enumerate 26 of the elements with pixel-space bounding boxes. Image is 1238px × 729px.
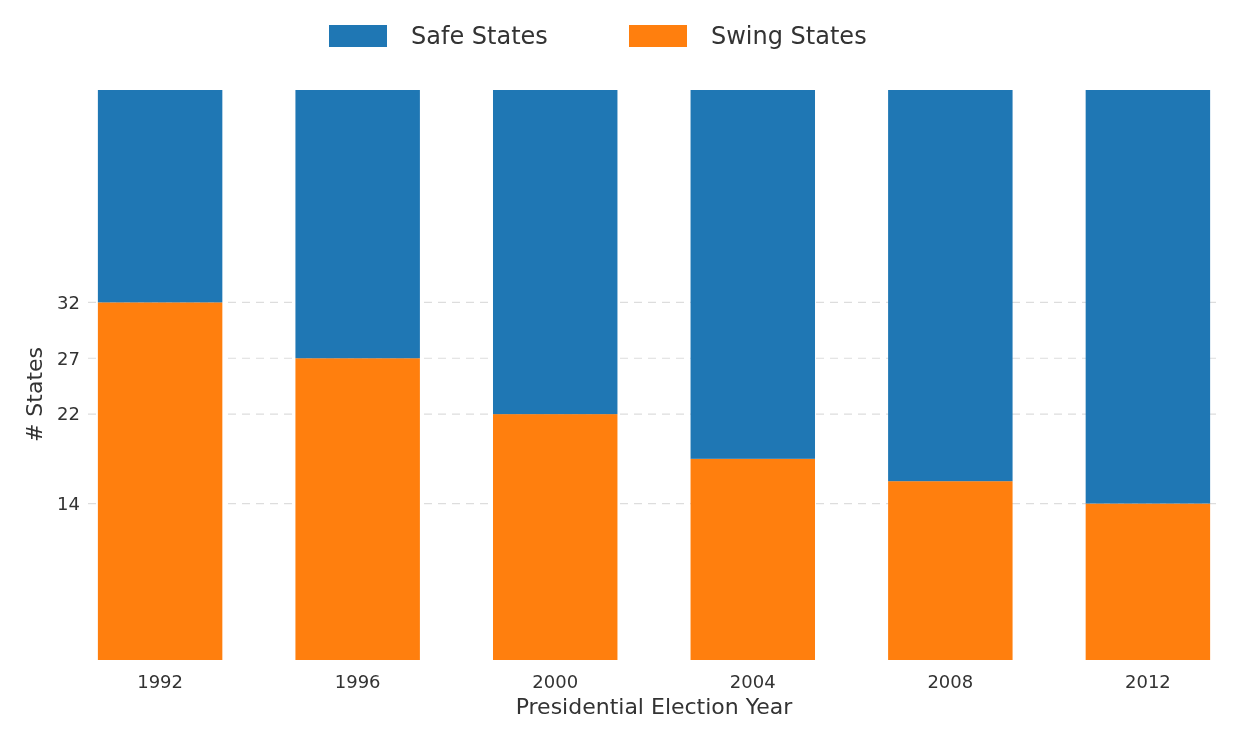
bar (690, 458, 816, 660)
x-tick-label: 2012 (1124, 671, 1171, 692)
bar (888, 481, 1013, 660)
y-tick-label: 14 (57, 492, 80, 514)
y-tick-label: 27 (57, 347, 80, 369)
legend-label: Safe States (411, 22, 548, 51)
x-axis-title: Presidential Election Year (515, 694, 794, 719)
y-tick-label: 32 (57, 291, 80, 313)
bar (888, 90, 1013, 482)
bar (492, 414, 618, 660)
x-tick-label: 2000 (532, 671, 579, 692)
x-tick-label: 2008 (927, 671, 974, 692)
y-tick-label: 22 (57, 403, 80, 425)
bar (690, 90, 816, 459)
x-tick-label: 1992 (137, 671, 184, 692)
bar (492, 90, 618, 415)
legend-label: Swing States (711, 22, 867, 51)
x-tick-label: 1996 (334, 671, 381, 692)
bar (97, 302, 223, 660)
bar (1085, 503, 1211, 660)
bar (97, 90, 223, 303)
bar (1085, 90, 1211, 504)
x-tick-label: 2004 (729, 671, 776, 692)
y-axis-title: # States (22, 347, 47, 443)
bar (295, 90, 420, 359)
bar (295, 358, 420, 660)
